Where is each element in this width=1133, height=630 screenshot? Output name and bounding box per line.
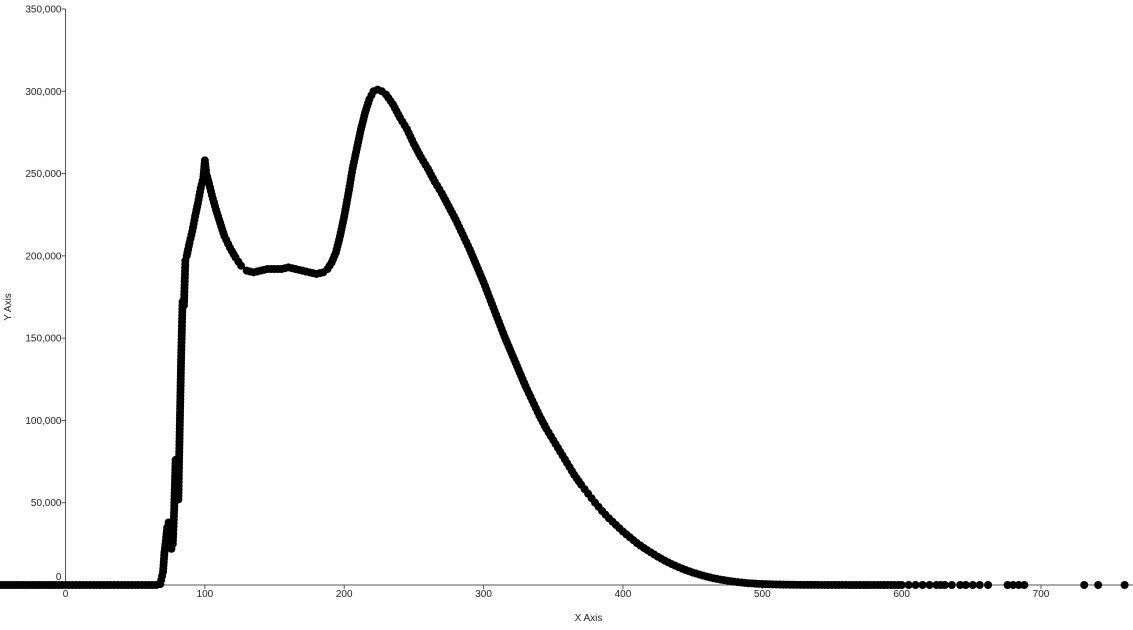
y-tick-label: 100,000 xyxy=(25,416,62,427)
data-point xyxy=(1014,581,1023,589)
y-axis-title: Y Axis xyxy=(3,293,14,321)
data-points xyxy=(0,85,1129,589)
x-tick-label: 600 xyxy=(893,589,910,600)
data-point xyxy=(1020,581,1029,589)
data-point xyxy=(918,581,927,589)
x-tick-label: 300 xyxy=(475,589,492,600)
data-point xyxy=(975,581,984,589)
x-tick-label: 400 xyxy=(615,589,632,600)
y-tick-label: 250,000 xyxy=(25,169,62,180)
data-point xyxy=(925,581,934,589)
x-tick-label: 700 xyxy=(1033,589,1050,600)
y-tick-label: 300,000 xyxy=(25,87,62,98)
data-point xyxy=(1094,581,1103,589)
data-point xyxy=(1080,581,1089,589)
data-point xyxy=(940,581,949,589)
x-tick-label: 500 xyxy=(754,589,771,600)
x-tick-label: 200 xyxy=(336,589,353,600)
data-point xyxy=(961,581,970,589)
data-point xyxy=(1003,581,1012,589)
data-point xyxy=(984,581,993,589)
y-tick-label: 150,000 xyxy=(25,334,62,345)
y-tick-label: 50,000 xyxy=(31,498,62,509)
data-point xyxy=(897,581,906,589)
data-point xyxy=(956,581,965,589)
x-tick-label: 0 xyxy=(63,589,69,600)
y-tick-label: 350,000 xyxy=(25,5,62,16)
x-tick-label: 100 xyxy=(197,589,214,600)
data-point xyxy=(904,581,913,589)
data-point xyxy=(237,261,246,270)
data-point xyxy=(947,581,956,589)
data-point xyxy=(1120,581,1129,589)
data-point xyxy=(911,581,920,589)
data-point xyxy=(1009,581,1018,589)
data-point xyxy=(968,581,977,589)
y-tick-label: 0 xyxy=(56,572,62,583)
axes: 0 100 200 300 400 500 600 700 0 50,000 100,000 150,… xyxy=(0,5,1133,600)
y-tick-label: 200,000 xyxy=(25,251,62,262)
x-axis-title: X Axis xyxy=(575,613,603,624)
